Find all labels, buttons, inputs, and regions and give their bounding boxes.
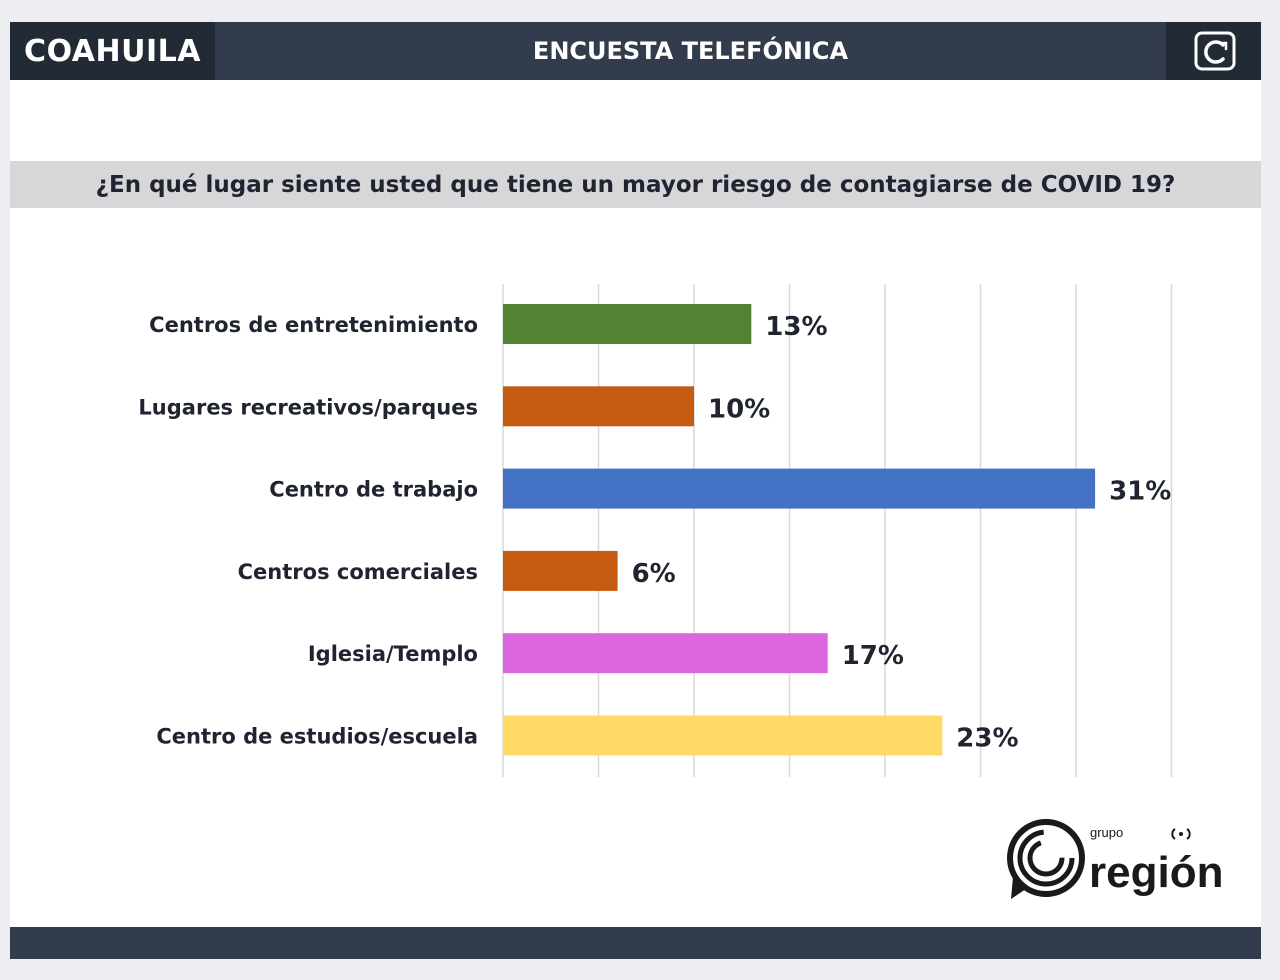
grupo-region-logo-icon: grupo región (1007, 819, 1223, 899)
data-label: 31% (1109, 477, 1171, 507)
data-label: 13% (765, 312, 827, 342)
brand-logo: grupo región (1005, 815, 1245, 905)
bar-chart: Centros de entretenimiento 13% Lugares rec… (138, 284, 1173, 777)
bar (503, 633, 828, 674)
header-logo (1166, 22, 1261, 80)
bar (503, 715, 943, 756)
bar (503, 386, 694, 427)
c-logo-icon (1194, 31, 1236, 71)
question-banner: ¿En qué lugar siente usted que tiene un … (10, 161, 1261, 208)
bar (503, 304, 752, 344)
survey-title: ENCUESTA TELEFÓNICA (532, 37, 849, 65)
category-label: Centros comerciales (238, 560, 478, 584)
bar (503, 468, 1096, 509)
data-label: 17% (842, 641, 904, 671)
slide: COAHUILA ENCUESTA TELEFÓNICA ¿En qué lug… (10, 22, 1261, 959)
data-label: 6% (632, 559, 676, 589)
bar (503, 550, 618, 591)
state-label: COAHUILA (10, 22, 215, 80)
data-label: 23% (956, 724, 1018, 754)
footer-bar (10, 927, 1261, 959)
category-label: Lugares recreativos/parques (138, 395, 478, 419)
header-bar: COAHUILA ENCUESTA TELEFÓNICA (10, 22, 1261, 80)
category-label: Centros de entretenimiento (149, 313, 478, 337)
data-label: 10% (708, 394, 770, 424)
category-label: Centro de estudios/escuela (156, 725, 478, 749)
category-label: Centro de trabajo (269, 478, 478, 502)
category-label: Iglesia/Templo (308, 642, 478, 666)
brand-small-text: grupo (1090, 825, 1123, 840)
brand-name-text: región (1089, 848, 1223, 897)
